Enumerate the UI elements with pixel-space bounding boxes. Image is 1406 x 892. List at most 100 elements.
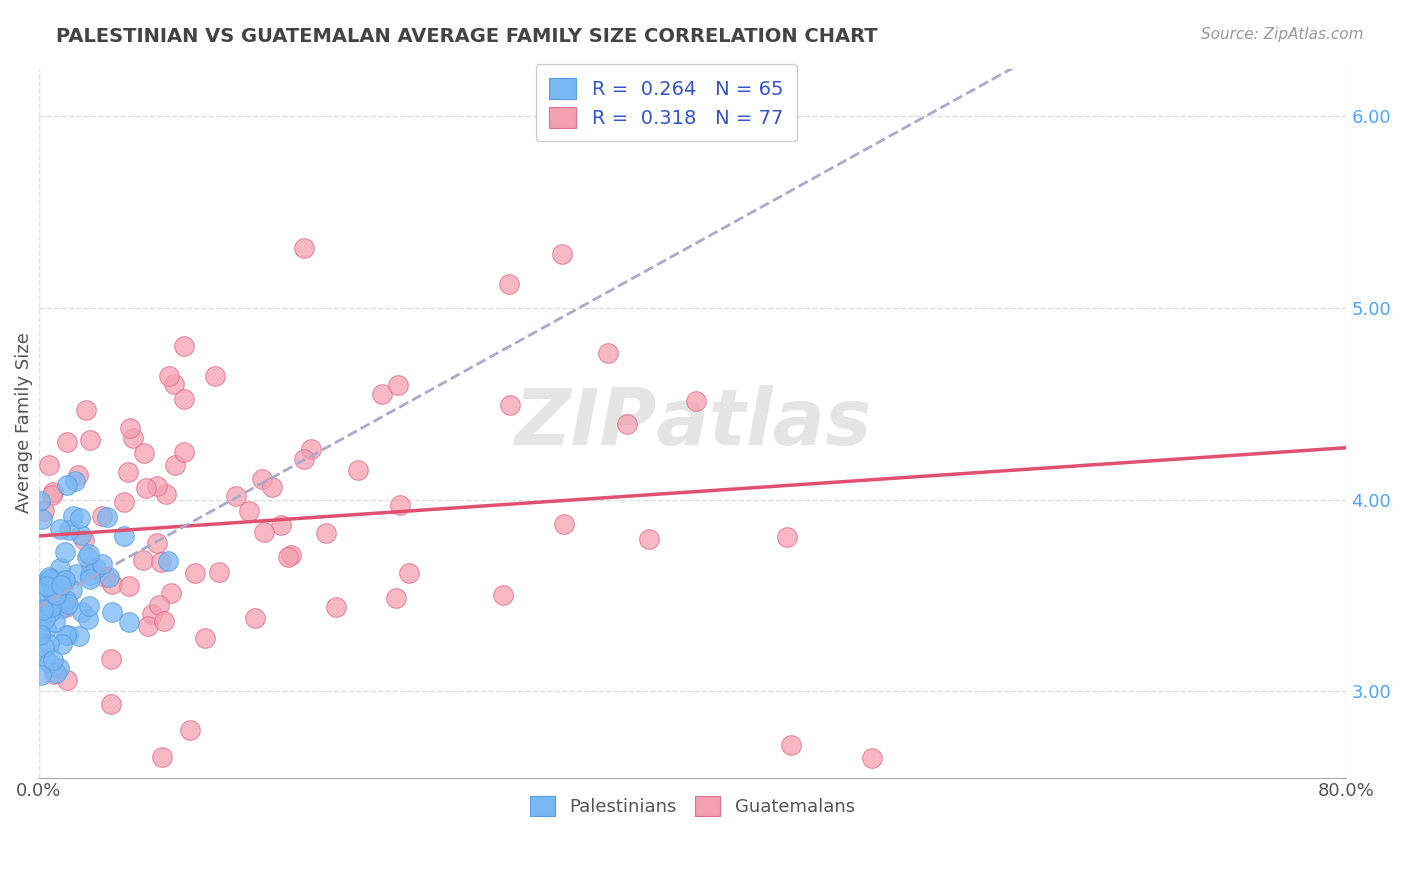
Text: ZIP​atlas: ZIP​atlas	[513, 385, 872, 461]
Point	[32, 575, 55, 590]
Point	[38, 458, 60, 472]
Point	[30, 586, 52, 600]
Point	[38, 605, 60, 619]
Point	[179, 723, 201, 738]
Point	[75, 402, 97, 417]
Point	[270, 518, 292, 533]
Point	[153, 614, 176, 628]
Point	[98, 570, 121, 584]
Point	[49, 578, 72, 592]
Point	[121, 431, 143, 445]
Point	[135, 481, 157, 495]
Point	[56, 628, 79, 642]
Point	[118, 615, 141, 629]
Point	[163, 458, 186, 472]
Point	[69, 511, 91, 525]
Point	[32, 602, 55, 616]
Point	[492, 588, 515, 602]
Point	[44, 615, 66, 629]
Point	[371, 387, 394, 401]
Y-axis label: Average Family Size: Average Family Size	[15, 333, 32, 514]
Point	[149, 555, 172, 569]
Point	[148, 598, 170, 612]
Point	[79, 568, 101, 582]
Point	[42, 653, 65, 667]
Point	[100, 697, 122, 711]
Point	[55, 673, 77, 688]
Point	[66, 468, 89, 483]
Point	[55, 593, 77, 607]
Point	[30, 582, 52, 597]
Point	[277, 550, 299, 565]
Point	[51, 601, 73, 615]
Point	[157, 368, 180, 383]
Point	[67, 629, 90, 643]
Point	[42, 485, 65, 500]
Point	[616, 417, 638, 431]
Point	[32, 604, 55, 618]
Point	[56, 478, 79, 492]
Point	[35, 622, 58, 636]
Point	[49, 522, 72, 536]
Point	[101, 577, 124, 591]
Point	[155, 487, 177, 501]
Point	[299, 442, 322, 457]
Point	[384, 591, 406, 605]
Point	[70, 605, 93, 619]
Point	[262, 480, 284, 494]
Point	[132, 552, 155, 566]
Point	[51, 637, 73, 651]
Point	[53, 574, 76, 588]
Point	[112, 495, 135, 509]
Point	[141, 607, 163, 621]
Point	[136, 619, 159, 633]
Point	[53, 545, 76, 559]
Point	[146, 479, 169, 493]
Point	[77, 599, 100, 614]
Point	[173, 392, 195, 406]
Point	[69, 528, 91, 542]
Point	[163, 376, 186, 391]
Point	[292, 451, 315, 466]
Point	[41, 487, 63, 501]
Point	[685, 394, 707, 409]
Point	[638, 532, 661, 546]
Point	[62, 508, 84, 523]
Point	[347, 463, 370, 477]
Point	[34, 652, 56, 666]
Point	[112, 528, 135, 542]
Point	[245, 611, 267, 625]
Point	[56, 597, 79, 611]
Point	[72, 533, 94, 547]
Point	[65, 566, 87, 581]
Point	[76, 550, 98, 565]
Text: Source: ZipAtlas.com: Source: ZipAtlas.com	[1201, 27, 1364, 42]
Point	[58, 523, 80, 537]
Point	[90, 509, 112, 524]
Point	[38, 636, 60, 650]
Point	[34, 612, 56, 626]
Point	[48, 661, 70, 675]
Point	[32, 503, 55, 517]
Point	[80, 559, 103, 574]
Point	[499, 398, 522, 412]
Text: PALESTINIAN VS GUATEMALAN AVERAGE FAMILY SIZE CORRELATION CHART: PALESTINIAN VS GUATEMALAN AVERAGE FAMILY…	[56, 27, 877, 45]
Point	[45, 665, 67, 680]
Point	[79, 572, 101, 586]
Point	[860, 751, 883, 765]
Point	[94, 570, 117, 584]
Point	[45, 589, 67, 603]
Point	[55, 628, 77, 642]
Point	[55, 600, 77, 615]
Point	[96, 509, 118, 524]
Point	[90, 557, 112, 571]
Point	[315, 525, 337, 540]
Point	[79, 433, 101, 447]
Point	[160, 585, 183, 599]
Point	[77, 547, 100, 561]
Point	[41, 574, 63, 588]
Point	[84, 560, 107, 574]
Point	[117, 465, 139, 479]
Point	[553, 517, 575, 532]
Point	[776, 530, 799, 544]
